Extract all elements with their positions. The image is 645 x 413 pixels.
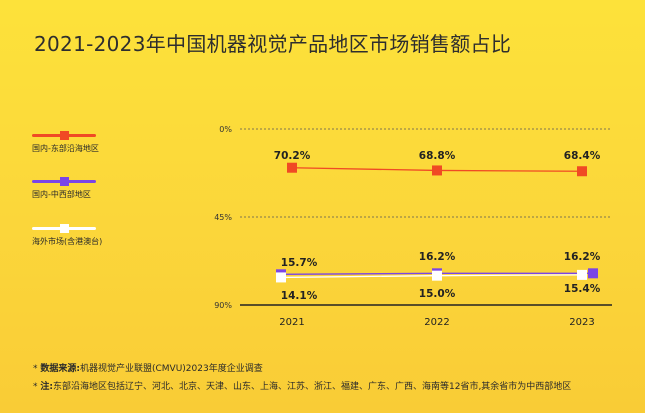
y-tick-label: 0%	[219, 125, 232, 134]
data-label-overseas: 15.0%	[419, 288, 456, 300]
data-point-east	[287, 162, 297, 173]
series-line-overseas	[280, 274, 583, 279]
data-label-central: 15.7%	[281, 257, 318, 269]
data-point-east	[432, 165, 442, 176]
x-tick-label: 2023	[569, 317, 594, 328]
footnote-source-label: 数据来源:	[40, 364, 80, 374]
data-point-overseas	[276, 272, 286, 283]
x-tick-label: 2022	[424, 317, 449, 328]
data-label-central: 16.2%	[564, 251, 601, 263]
footnote-source: * 数据来源:机器视觉产业联盟(CMVU)2023年度企业调查	[33, 364, 263, 374]
data-label-overseas: 14.1%	[281, 290, 318, 302]
footnote-note-label: 注:	[40, 382, 53, 392]
legend-label-east: 国内-东部沿海地区	[32, 144, 99, 153]
legend-marker-central	[60, 177, 69, 186]
data-point-central	[588, 268, 598, 279]
legend-item-east: 国内-东部沿海地区	[32, 126, 142, 154]
y-tick-label: 45%	[214, 213, 232, 222]
legend-marker-east	[60, 131, 69, 140]
legend-item-overseas: 海外市场(含港澳台)	[32, 219, 142, 247]
data-label-east: 68.4%	[564, 150, 601, 162]
legend-marker-overseas	[60, 224, 69, 233]
legend-label-central: 国内-中西部地区	[32, 190, 91, 199]
footnote-source-text: 机器视觉产业联盟(CMVU)2023年度企业调查	[79, 364, 263, 374]
x-tick-label: 2021	[279, 317, 304, 328]
data-label-overseas: 15.4%	[564, 283, 601, 295]
footnote-note: * 注:东部沿海地区包括辽宁、河北、北京、天津、山东、上海、江苏、浙江、福建、广…	[33, 382, 572, 392]
data-label-central: 16.2%	[419, 251, 456, 263]
legend-label-overseas: 海外市场(含港澳台)	[32, 237, 103, 246]
data-label-east: 68.8%	[419, 150, 456, 162]
data-point-overseas	[432, 270, 442, 281]
footnote-note-text: 东部沿海地区包括辽宁、河北、北京、天津、山东、上海、江苏、浙江、福建、广东、广西…	[52, 382, 572, 392]
y-tick-label: 90%	[214, 301, 232, 310]
data-point-overseas	[577, 269, 587, 280]
legend-item-central: 国内-中西部地区	[32, 172, 142, 200]
chart-title: 2021-2023年中国机器视觉产品地区市场销售额占比	[34, 32, 512, 56]
data-label-east: 70.2%	[274, 150, 311, 162]
data-point-east	[577, 166, 587, 177]
